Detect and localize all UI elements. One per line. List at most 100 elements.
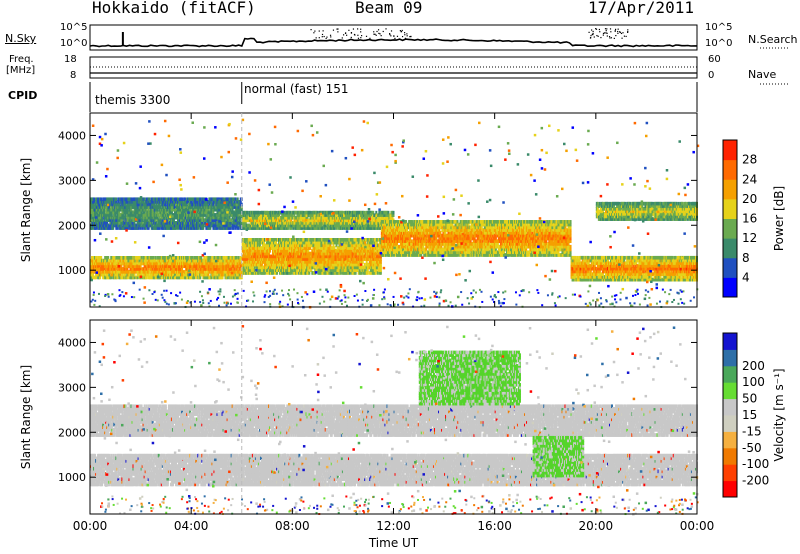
noise-search-point: [588, 32, 589, 33]
noise-search-point: [322, 34, 323, 35]
noise-search-point: [619, 31, 620, 32]
noise-search-point: [366, 36, 367, 37]
noise-search-point: [389, 33, 390, 34]
noise-search-point: [330, 35, 331, 36]
noise-search-point: [599, 29, 600, 30]
noise-search-point: [397, 36, 398, 37]
noise-search-point: [617, 31, 618, 32]
noise-search-point: [605, 32, 606, 33]
noise-search-point: [611, 37, 612, 38]
noise-search-point: [313, 32, 314, 33]
noise-search-point: [401, 31, 402, 32]
noise-search-point: [622, 32, 623, 33]
noise-panel: [90, 25, 790, 50]
noise-search-point: [603, 33, 604, 34]
noise-search-point: [361, 35, 362, 36]
echo-cell: [93, 197, 95, 201]
noise-search-point: [621, 33, 622, 34]
noise-search-point: [353, 28, 354, 29]
noise-search-point: [348, 30, 349, 31]
noise-search-point: [381, 35, 382, 36]
noise-search-point: [404, 32, 405, 33]
noise-search-point: [330, 36, 331, 37]
noise-search-point: [376, 35, 377, 36]
noise-search-point: [374, 34, 375, 35]
noise-search-point: [336, 28, 337, 29]
noise-search-point: [603, 34, 604, 35]
noise-search-point: [378, 33, 379, 34]
noise-search-point: [621, 38, 622, 39]
noise-search-point: [400, 30, 401, 31]
noise-search-point: [617, 33, 618, 34]
noise-search-point: [343, 34, 344, 35]
noise-search-point: [385, 28, 386, 29]
noise-search-point: [590, 35, 591, 36]
noise-search-point: [599, 31, 600, 32]
noise-search-point: [590, 37, 591, 38]
noise-search-point: [624, 36, 625, 37]
noise-search-point: [596, 35, 597, 36]
noise-search-point: [357, 35, 358, 36]
noise-search-point: [319, 30, 320, 31]
noise-search-point: [626, 36, 627, 37]
noise-search-point: [357, 28, 358, 29]
noise-search-point: [600, 37, 601, 38]
noise-search-point: [594, 36, 595, 37]
noise-search-point: [591, 29, 592, 30]
noise-search-point: [606, 28, 607, 29]
noise-search-point: [615, 35, 616, 36]
noise-search-point: [378, 29, 379, 30]
echo-cell: [108, 259, 110, 263]
noise-search-point: [376, 31, 377, 32]
noise-sky-line: [90, 38, 697, 46]
noise-search-point: [323, 30, 324, 31]
noise-search-point: [345, 33, 346, 34]
noise-search-point: [324, 36, 325, 37]
noise-search-point: [393, 36, 394, 37]
noise-search-point: [314, 31, 315, 32]
noise-search-point: [405, 38, 406, 39]
noise-search-point: [614, 38, 615, 39]
noise-search-point: [326, 37, 327, 38]
radar-summary-figure: 1000200030004000Slant Range [km] 1000200…: [0, 0, 800, 554]
noise-search-point: [402, 30, 403, 31]
noise-search-point: [310, 29, 311, 30]
noise-search-point: [351, 32, 352, 33]
noise-search-point: [360, 37, 361, 38]
noise-search-point: [373, 31, 374, 32]
noise-search-point: [369, 38, 370, 39]
noise-search-point: [592, 34, 593, 35]
noise-search-point: [391, 30, 392, 31]
noise-search-point: [407, 35, 408, 36]
noise-search-point: [402, 36, 403, 37]
noise-search-point: [394, 38, 395, 39]
noise-search-point: [383, 31, 384, 32]
noise-search-point: [354, 34, 355, 35]
echo-cell: [186, 256, 188, 260]
noise-search-point: [406, 33, 407, 34]
noise-search-point: [337, 31, 338, 32]
cpid-panel: [90, 82, 697, 112]
echo-cell: [155, 256, 157, 260]
noise-search-point: [326, 38, 327, 39]
noise-search-point: [615, 30, 616, 31]
noise-search-point: [609, 36, 610, 37]
noise-search-point: [595, 28, 596, 29]
noise-search-point: [627, 32, 628, 33]
noise-search-point: [351, 37, 352, 38]
noise-search-point: [627, 29, 628, 30]
noise-search-point: [358, 38, 359, 39]
noise-search-point: [592, 33, 593, 34]
noise-search-point: [604, 32, 605, 33]
noise-search-point: [605, 28, 606, 29]
noise-search-point: [593, 31, 594, 32]
noise-search-point: [322, 36, 323, 37]
noise-search-point: [333, 30, 334, 31]
echo-cell: [139, 256, 141, 260]
noise-search-point: [615, 29, 616, 30]
noise-search-point: [373, 34, 374, 35]
noise-search-point: [410, 36, 411, 37]
noise-search-point: [316, 37, 317, 38]
noise-search-point: [360, 31, 361, 32]
noise-search-point: [390, 35, 391, 36]
